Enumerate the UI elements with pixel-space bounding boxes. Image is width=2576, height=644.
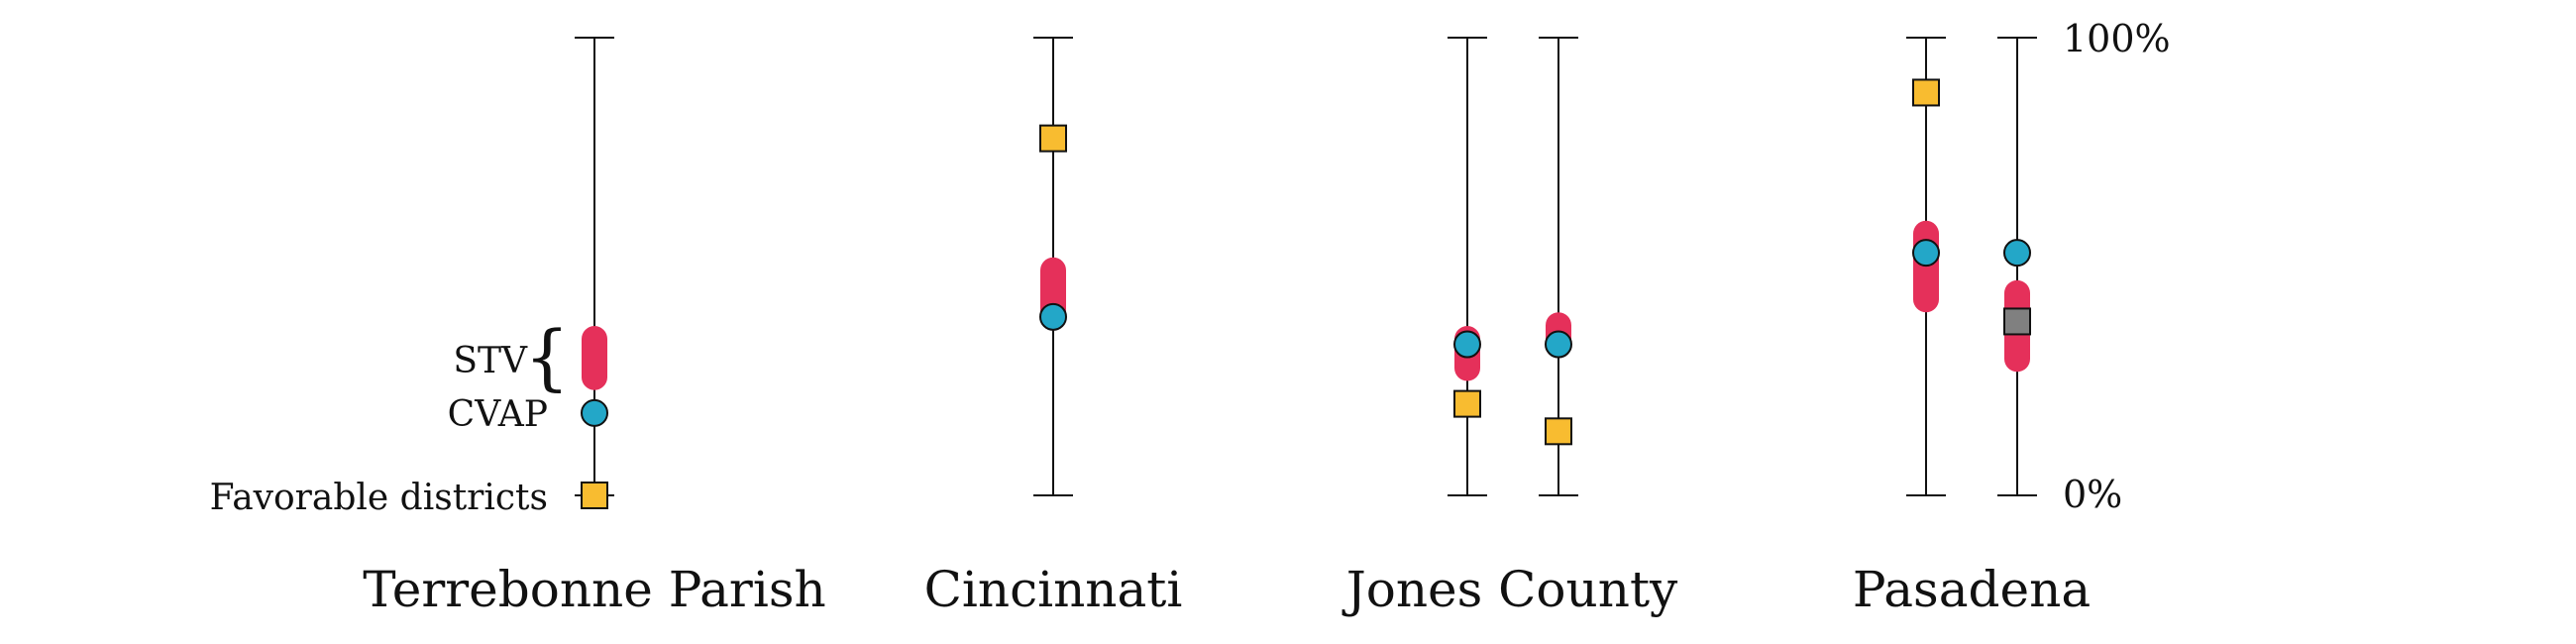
cvap-point-pasadena-1 [1912, 239, 1940, 268]
favorable-marker-pasadena-1 [1912, 78, 1940, 107]
y-tick-max: 100% [2063, 17, 2171, 60]
favorable-marker-jones-county-2 [1545, 417, 1572, 446]
favorable-marker-terrebonne-parish-1 [581, 482, 608, 509]
stv-bar-terrebonne-parish-1 [582, 326, 607, 390]
cvap-point-cincinnati-1 [1039, 302, 1067, 331]
group-label-pasadena: Pasadena [1853, 561, 2091, 618]
columns-layer [575, 37, 2037, 509]
favorable-marker-jones-county-1 [1453, 389, 1481, 418]
legend-stv-brace: { [524, 315, 570, 398]
group-labels: Terrebonne Parish Cincinnati Jones Count… [363, 561, 2091, 618]
y-axis-ticks: 100% 0% [2063, 17, 2171, 516]
group-label-cincinnati: Cincinnati [924, 561, 1183, 618]
legend-favorable-label: Favorable districts [210, 478, 548, 518]
group-label-jones-county: Jones County [1342, 561, 1678, 618]
y-tick-min: 0% [2063, 473, 2122, 516]
cvap-point-pasadena-2 [2003, 239, 2031, 268]
legend-cvap-label: CVAP [448, 394, 548, 435]
cvap-point-jones-county-1 [1453, 330, 1481, 359]
legend: STV { CVAP Favorable districts [210, 315, 570, 518]
cvap-point-jones-county-2 [1545, 330, 1572, 359]
group-label-terrebonne-parish: Terrebonne Parish [363, 561, 825, 618]
favorable-marker-pasadena-2 [2003, 307, 2031, 336]
cvap-point-terrebonne-parish-1 [581, 398, 608, 427]
legend-stv-label: STV [453, 341, 528, 381]
favorable-marker-cincinnati-1 [1039, 124, 1067, 153]
